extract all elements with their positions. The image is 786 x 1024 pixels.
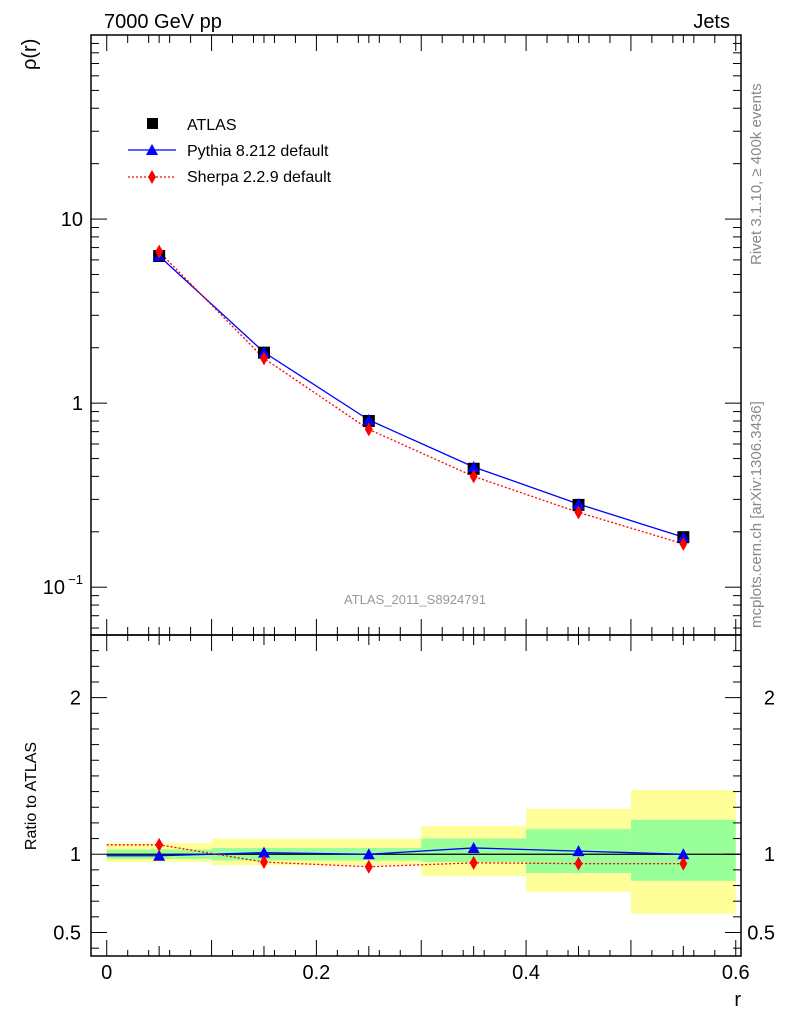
pythia-point: [572, 498, 585, 510]
x-tick-label: 0.6: [722, 962, 750, 984]
title-right: Jets: [693, 11, 730, 33]
ratio-y-tick-label: 2: [70, 688, 81, 710]
ratio-pythia-point: [362, 848, 375, 860]
main-y-tick-exponent: −1: [68, 572, 83, 587]
ratio-y-axis-label: Ratio to ATLAS: [23, 742, 40, 850]
title-left: 7000 GeV pp: [104, 11, 222, 33]
sherpa-line: [158, 251, 684, 545]
sherpa-point: [469, 469, 478, 484]
legend-pythia-marker: [146, 144, 158, 155]
legend-sherpa-marker: [148, 170, 156, 184]
x-axis-label: r: [734, 989, 741, 1011]
x-tick-label: 0.2: [302, 962, 330, 984]
ratio-sherpa-point: [679, 856, 688, 871]
ratio-pythia-point: [257, 846, 270, 858]
ratio-y-tick-label-right: 1: [764, 844, 775, 866]
legend-pythia-label: Pythia 8.212 default: [187, 143, 329, 160]
legend-atlas-label: ATLAS: [187, 117, 237, 134]
sherpa-point: [155, 244, 164, 259]
pythia-line: [158, 255, 684, 538]
main-y-tick-label: 10: [43, 577, 65, 599]
rivet-label: Rivet 3.1.10, ≥ 400k events: [748, 83, 765, 265]
main-series-lines: [158, 251, 684, 545]
main-y-axis-label: ρ(r): [19, 39, 41, 70]
main-y-tick-label: 1: [72, 393, 83, 415]
sherpa-point: [574, 505, 583, 520]
legend: ATLAS Pythia 8.212 default Sherpa 2.2.9 …: [128, 117, 332, 186]
ratio-sherpa-point: [364, 859, 373, 874]
ratio-axis-ticks: 0.5 0.5 1 1 2 2 0 0.2 0.4 0.6: [53, 635, 775, 984]
sherpa-point: [364, 422, 373, 437]
ratio-y-tick-label-right: 2: [764, 688, 775, 710]
legend-atlas-marker: [147, 118, 158, 129]
ratio-y-tick-label: 0.5: [53, 923, 81, 945]
ratio-pythia-point: [153, 849, 166, 861]
ratio-pythia-point: [572, 845, 585, 857]
ratio-sherpa-point: [155, 837, 164, 852]
analysis-watermark: ATLAS_2011_S8924791: [344, 592, 486, 607]
x-tick-label: 0.4: [512, 962, 540, 984]
pythia-point: [362, 413, 375, 425]
main-y-tick-label: 10: [61, 209, 83, 231]
ratio-series-markers: [153, 837, 690, 874]
ratio-y-tick-label: 1: [70, 844, 81, 866]
sherpa-point: [679, 536, 688, 551]
ratio-pythia-point: [467, 841, 480, 853]
ratio-sherpa-point: [574, 856, 583, 871]
ratio-pythia-point: [677, 848, 690, 860]
ratio-y-tick-label-right: 0.5: [747, 923, 775, 945]
sherpa-point: [259, 351, 268, 366]
pythia-point: [677, 531, 690, 543]
ratio-sherpa-point: [469, 855, 478, 870]
x-tick-label: 0: [101, 962, 112, 984]
ratio-uncertainty-bands: [106, 790, 736, 914]
pythia-point: [467, 460, 480, 472]
legend-sherpa-label: Sherpa 2.2.9 default: [187, 169, 332, 186]
mcplots-label: mcplots.cern.ch [arXiv:1306.3436]: [748, 401, 765, 628]
main-series-markers: [153, 244, 690, 551]
ratio-panel-frame: [90, 634, 742, 957]
ratio-sherpa-point: [259, 855, 268, 870]
